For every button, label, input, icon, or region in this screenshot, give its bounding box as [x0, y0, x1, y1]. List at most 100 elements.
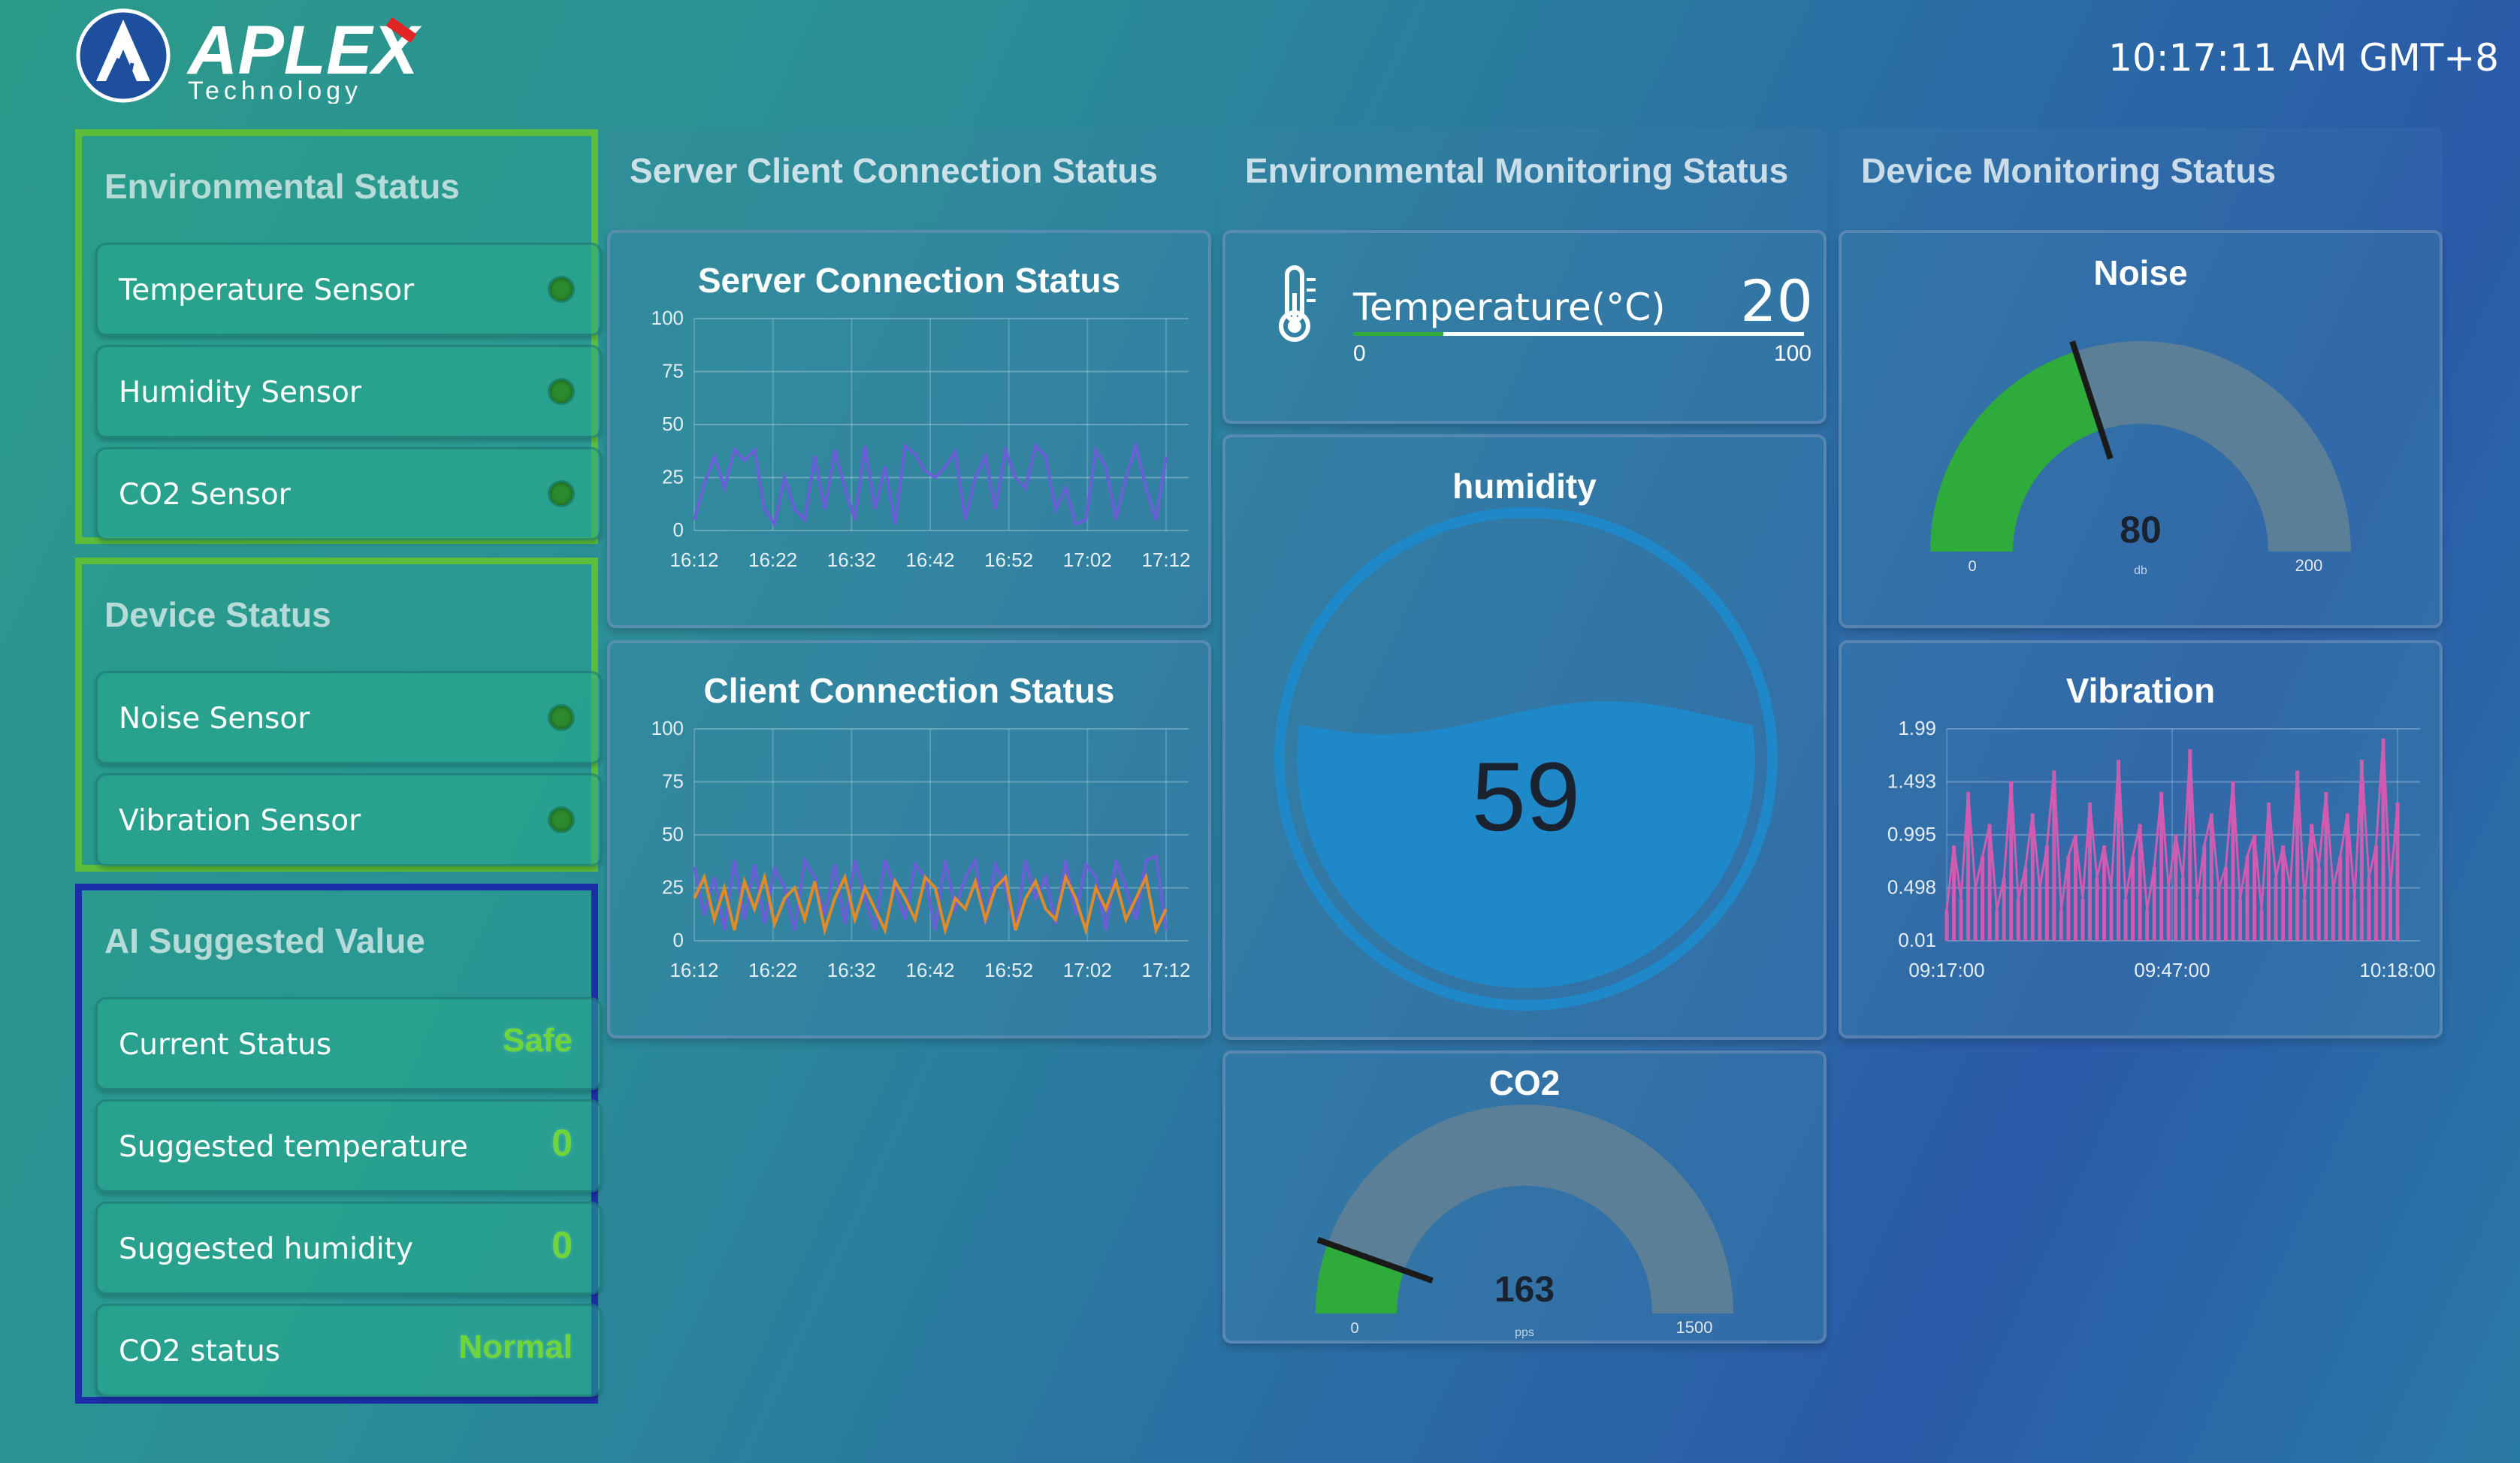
brand-subtext: Technology [188, 77, 362, 104]
vibration-title: Vibration [2065, 671, 2216, 710]
x-tick-label: 10:18:00 [2359, 959, 2435, 981]
co2-value: 163 [1494, 1270, 1555, 1310]
co2-sensor-status-led [550, 482, 573, 505]
x-tick-label: 16:42 [905, 549, 954, 571]
humidity-sensor-item: Humidity Sensor [95, 345, 602, 438]
y-tick-label: 1.493 [1887, 770, 1936, 793]
environmental-status-title: Environmental Status [104, 167, 460, 206]
vibration-sensor-label: Vibration Sensor [119, 804, 361, 838]
series-line-0 [693, 854, 1168, 931]
y-tick-label: 75 [662, 770, 684, 793]
co2-card: CO2 163 0 pps 1500 [1222, 1050, 1827, 1344]
temperature-sensor-item: Temperature Sensor [95, 243, 602, 336]
clock: 10:17:11 AM GMT+8 [2108, 36, 2499, 80]
current-status-value: Safe [503, 1022, 573, 1059]
co2-gauge-fill [1316, 1243, 1404, 1313]
humidity-water [1297, 701, 1755, 988]
suggested-temperature-item: Suggested temperature 0 [95, 1099, 602, 1192]
vibration-sensor-status-led [550, 809, 573, 831]
device-monitoring-column-title: Device Monitoring Status [1861, 151, 2277, 190]
y-tick-label: 1.99 [1898, 718, 1936, 739]
suggested-humidity-item: Suggested humidity 0 [95, 1202, 602, 1295]
x-tick-label: 16:12 [669, 549, 718, 571]
co2-sensor-item: CO2 Sensor [95, 447, 602, 540]
server-client-column-title: Server Client Connection Status [630, 151, 1158, 190]
vibration-card: Vibration 1.99 1.493 0.995 0.498 0.01 09:17:0… [1839, 640, 2443, 1038]
x-tick-label: 16:52 [984, 549, 1033, 571]
x-tick-label: 09:47:00 [2134, 959, 2210, 981]
y-tick-label: 0.995 [1887, 823, 1936, 845]
suggested-humidity-value: 0 [551, 1224, 573, 1266]
temperature-sensor-status-led [550, 278, 573, 301]
noise-gauge-fill [1930, 351, 2102, 552]
ai-suggested-value-title: AI Suggested Value [104, 921, 425, 960]
noise-sensor-item: Noise Sensor [95, 671, 602, 764]
noise-max: 200 [2295, 556, 2323, 575]
temperature-value: 20 [1740, 268, 1813, 334]
x-tick-label: 16:32 [827, 959, 876, 981]
y-tick-label: 50 [662, 823, 684, 845]
device-status-panel: Device Status Noise Sensor Vibration Sen… [75, 558, 602, 872]
temperature-sensor-label: Temperature Sensor [119, 274, 415, 307]
noise-value: 80 [2120, 509, 2162, 551]
client-connection-chart: 100 75 50 25 0 16:12 16:22 16:32 16:42 16:52 17:02… [651, 718, 1191, 981]
noise-title: Noise [2093, 253, 2188, 292]
y-tick-label: 25 [662, 876, 684, 899]
vibration-sensor-item: Vibration Sensor [95, 773, 602, 866]
humidity-sensor-label: Humidity Sensor [119, 376, 361, 410]
x-tick-label: 16:52 [984, 959, 1033, 981]
client-connection-title: Client Connection Status [703, 671, 1115, 710]
suggested-temperature-label: Suggested temperature [119, 1130, 468, 1164]
x-tick-label: 09:17:00 [1908, 959, 1984, 981]
co2-sensor-label: CO2 Sensor [119, 478, 291, 512]
co2-status-value: Normal [458, 1328, 573, 1365]
temperature-card: Temperature(°C) 20 0 100 [1222, 230, 1827, 424]
co2-gauge: 163 0 pps 1500 [1316, 1105, 1733, 1339]
co2-gauge-needle [1316, 1237, 1434, 1284]
brand-text: APLEX [186, 12, 422, 89]
humidity-title: humidity [1452, 467, 1597, 506]
co2-status-label: CO2 status [119, 1335, 280, 1368]
humidity-sensor-status-led [550, 380, 573, 403]
x-tick-label: 17:02 [1063, 959, 1112, 981]
y-tick-label: 100 [651, 308, 684, 329]
noise-sensor-label: Noise Sensor [119, 702, 310, 736]
x-tick-label: 16:32 [827, 549, 876, 571]
environmental-status-panel: Environmental Status Temperature Sensor … [75, 129, 602, 544]
server-connection-chart: 100 75 50 25 0 16:12 16:22 16:32 16:42 16:52 17:02… [651, 308, 1191, 571]
series-line-1 [693, 871, 1168, 936]
y-tick-label: 25 [662, 466, 684, 488]
y-tick-label: 0 [673, 518, 684, 541]
co2-min: 0 [1350, 1320, 1358, 1337]
server-connection-card: Server Connection Status 100 75 50 25 0 16:12… [607, 230, 1211, 628]
current-status-item: Current Status Safe [95, 997, 602, 1090]
x-tick-label: 16:42 [905, 959, 954, 981]
x-tick-label: 16:12 [669, 959, 718, 981]
x-tick-label: 17:12 [1141, 549, 1190, 571]
noise-gauge: 80 0 db 200 [1930, 340, 2351, 577]
x-tick-label: 16:22 [748, 959, 797, 981]
y-tick-label: 0.01 [1898, 929, 1936, 951]
suggested-temperature-value: 0 [551, 1122, 573, 1164]
co2-title: CO2 [1488, 1063, 1561, 1102]
noise-card: Noise 80 0 db 200 [1839, 230, 2443, 628]
co2-status-item: CO2 status Normal [95, 1304, 602, 1397]
aplex-logo: APLEX Technology [75, 6, 436, 105]
co2-max: 1500 [1676, 1318, 1713, 1337]
x-tick-label: 17:12 [1141, 959, 1190, 981]
suggested-humidity-label: Suggested humidity [119, 1232, 413, 1266]
co2-gauge-track [1316, 1105, 1733, 1313]
y-tick-label: 100 [651, 718, 684, 739]
env-monitoring-column-title: Environmental Monitoring Status [1245, 151, 1789, 190]
temperature-bar-track [1353, 332, 1804, 336]
device-status-title: Device Status [104, 595, 331, 634]
temperature-max: 100 [1773, 341, 1811, 366]
y-tick-label: 0.498 [1887, 876, 1936, 899]
ai-suggested-value-panel: AI Suggested Value Current Status Safe S… [75, 884, 602, 1404]
temperature-bar-fill [1353, 332, 1443, 336]
co2-unit: pps [1515, 1326, 1534, 1339]
noise-unit: db [2134, 564, 2147, 577]
vibration-series-line [1945, 738, 2399, 911]
y-tick-label: 0 [673, 929, 684, 951]
x-tick-label: 17:02 [1063, 549, 1112, 571]
